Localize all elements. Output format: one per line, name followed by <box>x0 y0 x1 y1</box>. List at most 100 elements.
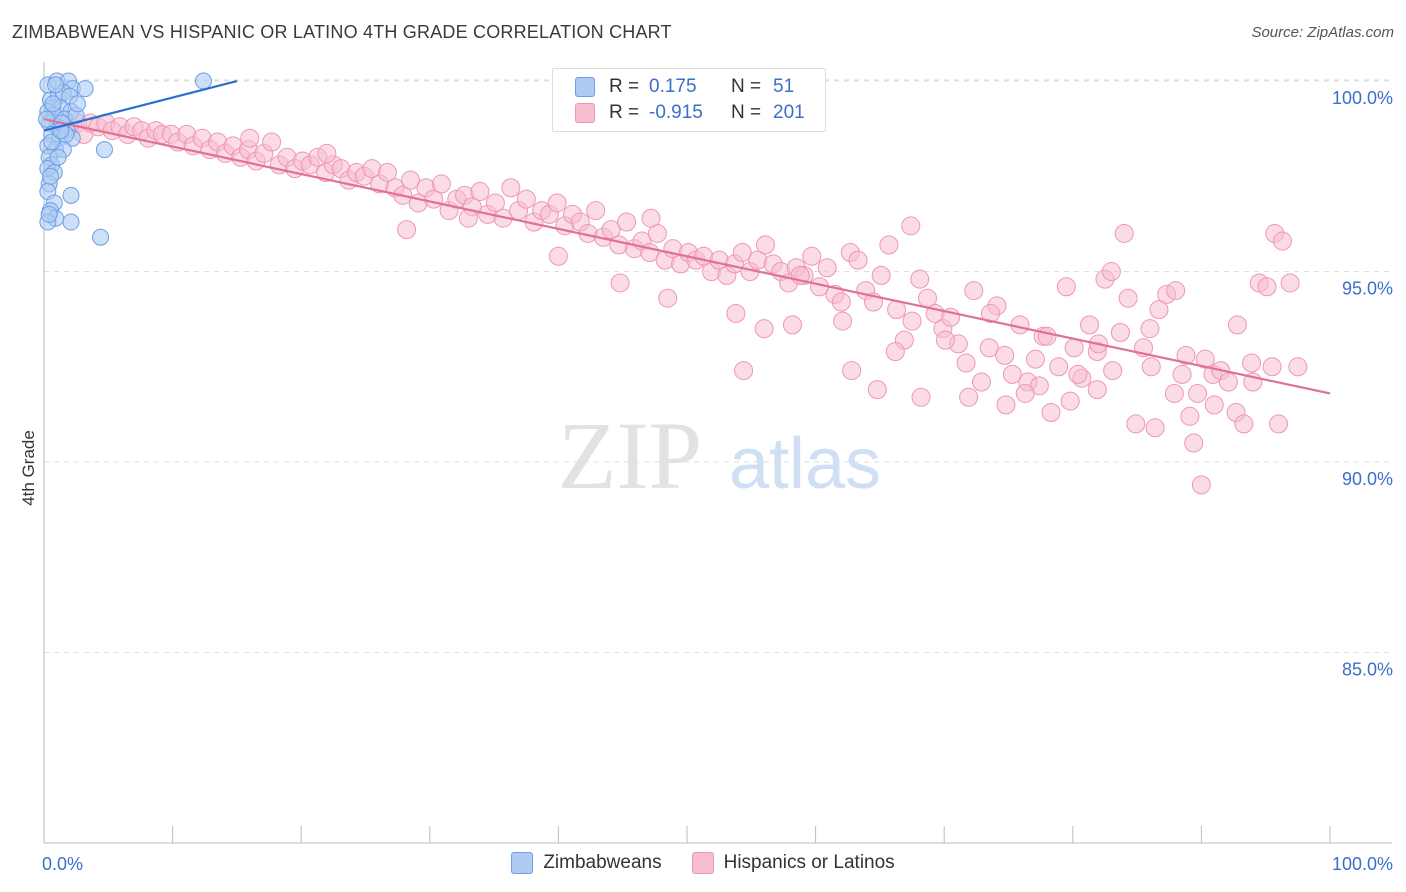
x-tick-label-start: 0.0% <box>42 854 83 874</box>
hispanic-point <box>485 193 505 213</box>
hispanic-point <box>516 189 536 209</box>
hispanic-trend-line <box>43 118 1331 395</box>
hispanic-point <box>1204 395 1224 415</box>
hispanic-point <box>901 216 921 236</box>
pink-swatch <box>691 852 714 874</box>
blue-swatch <box>575 77 595 97</box>
hispanic-point <box>1037 326 1057 346</box>
hispanic-point <box>1015 383 1035 403</box>
hispanic-point <box>755 235 775 255</box>
hispanic-point <box>1103 361 1123 381</box>
r-value: -0.915 <box>649 102 703 123</box>
hispanic-point <box>833 311 853 331</box>
hispanic-point <box>548 246 568 266</box>
hispanic-point <box>1026 349 1046 369</box>
zimbabwean-point <box>41 167 59 185</box>
hispanic-point <box>817 258 837 278</box>
zimbabwean-trend-line <box>43 79 238 132</box>
hispanic-point <box>1218 372 1238 392</box>
hispanic-point <box>1080 315 1100 335</box>
hispanic-point <box>601 220 621 240</box>
zimbabwean-point <box>95 141 113 159</box>
y-tick-label: 85.0% <box>1342 660 1393 680</box>
watermark: ZIP atlas <box>558 402 881 509</box>
r-value: 0.175 <box>649 76 697 97</box>
hispanic-point <box>885 342 905 362</box>
zimbabwean-point <box>40 205 58 223</box>
legend-item-hispanics[interactable]: Hispanics or Latinos <box>691 852 895 874</box>
hispanic-point <box>1141 357 1161 377</box>
hispanic-point <box>1188 383 1208 403</box>
hispanic-point <box>979 338 999 358</box>
zimbabwean-point <box>62 213 80 231</box>
hispanic-point <box>1180 406 1200 426</box>
hispanic-point <box>641 208 661 228</box>
hispanic-point <box>971 372 991 392</box>
zimbabwean-point <box>43 133 61 151</box>
zimbabwean-point <box>68 95 86 113</box>
hispanic-point <box>935 330 955 350</box>
hispanic-point <box>431 174 451 194</box>
hispanic-point <box>782 315 802 335</box>
legend-label: Zimbabweans <box>543 852 662 873</box>
hispanic-point <box>617 212 637 232</box>
hispanic-point <box>1280 273 1300 293</box>
pink-swatch <box>575 103 595 123</box>
hispanic-point <box>1166 281 1186 301</box>
zimbabwean-point <box>47 76 65 94</box>
zimbabwean-point <box>49 148 67 166</box>
hispanic-point <box>1140 319 1160 339</box>
hispanic-point <box>1184 433 1204 453</box>
n-label: N = <box>731 76 762 97</box>
legend-item-zimbabweans[interactable]: Zimbabweans <box>511 852 662 874</box>
stats-row-zimbabweans: R = 0.175 N = 51 <box>575 75 813 99</box>
hispanic-point <box>1288 357 1308 377</box>
hispanic-point <box>240 128 260 148</box>
hispanic-point <box>1257 277 1277 297</box>
hispanic-point <box>911 387 931 407</box>
hispanic-point <box>802 246 822 266</box>
hispanic-point <box>1195 349 1215 369</box>
hispanic-point <box>980 303 1000 323</box>
hispanic-point <box>1118 288 1138 308</box>
hispanic-point <box>1262 357 1282 377</box>
hispanic-point <box>401 170 421 190</box>
hispanic-point <box>1145 418 1165 438</box>
x-tick-label-end: 100.0% <box>1332 854 1393 874</box>
n-value: 201 <box>773 102 805 123</box>
hispanic-point <box>831 292 851 312</box>
n-value: 51 <box>773 76 795 97</box>
hispanic-point <box>879 235 899 255</box>
hispanic-point <box>586 201 606 221</box>
hispanic-point <box>1010 315 1030 335</box>
n-label: N = <box>731 102 762 123</box>
hispanic-point <box>910 269 930 289</box>
stats-legend: R = 0.175 N = 51 R = -0.915 N = 201 <box>552 68 826 132</box>
hispanic-point <box>547 193 567 213</box>
hispanic-point <box>732 242 752 262</box>
hispanic-point <box>377 162 397 182</box>
hispanic-point <box>1068 364 1088 384</box>
zimbabwean-point <box>92 228 110 246</box>
hispanic-point <box>1002 364 1022 384</box>
hispanic-point <box>848 250 868 270</box>
hispanic-point <box>1114 223 1134 243</box>
y-tick-label: 100.0% <box>1332 88 1393 108</box>
stats-row-hispanics: R = -0.915 N = 201 <box>575 101 813 125</box>
hispanic-point <box>995 345 1015 365</box>
hispanic-point <box>956 353 976 373</box>
hispanic-point <box>262 132 282 152</box>
hispanic-point <box>1149 300 1169 320</box>
blue-swatch <box>511 852 534 874</box>
y-axis-label: 4th Grade <box>19 430 38 506</box>
hispanic-point <box>1234 414 1254 434</box>
hispanic-point <box>610 273 630 293</box>
hispanic-point <box>1242 353 1262 373</box>
legend-label: Hispanics or Latinos <box>723 852 895 873</box>
hispanic-point <box>1101 262 1121 282</box>
hispanic-point <box>1272 231 1292 251</box>
watermark-zip: ZIP <box>558 402 702 509</box>
hispanic-point <box>1172 364 1192 384</box>
hispanic-point <box>1164 383 1184 403</box>
